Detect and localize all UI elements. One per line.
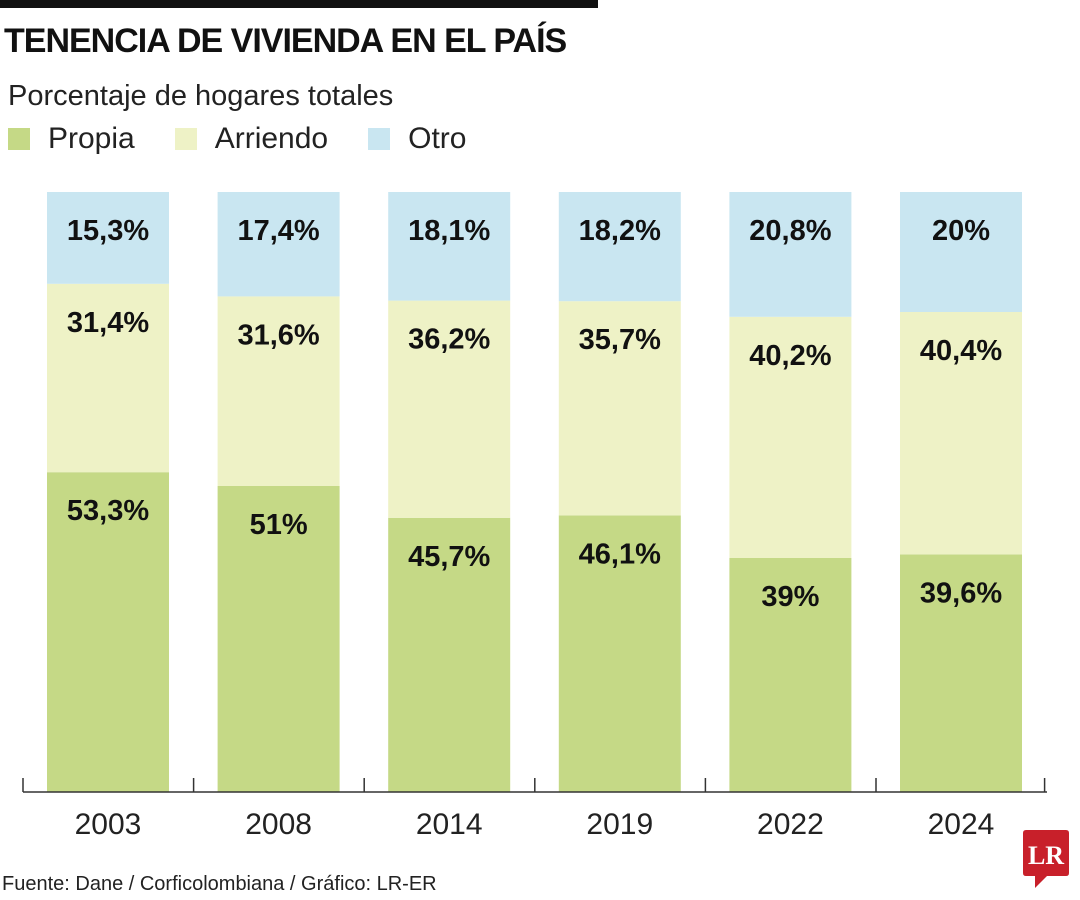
legend-swatch	[8, 128, 30, 150]
top-rule	[0, 0, 598, 8]
data-label: 17,4%	[237, 215, 319, 247]
stacked-bar-chart: 53,3% 31,4% 15,3% 2003 51% 31,6% 17,4% 2008 45,7…	[22, 192, 1047, 841]
data-label: 35,7%	[579, 324, 661, 356]
x-tick-label: 2003	[75, 808, 142, 841]
bar-segment-otro	[558, 192, 681, 302]
x-tick-label: 2014	[416, 808, 483, 841]
data-label: 53,3%	[67, 495, 149, 527]
chart-title: TENENCIA DE VIVIENDA EN EL PAÍS	[4, 22, 567, 60]
legend-label: Arriendo	[214, 122, 329, 155]
bar-segment-arriendo	[388, 300, 511, 518]
legend-swatch	[368, 128, 391, 150]
data-label: 20%	[932, 215, 990, 247]
chart-subtitle: Porcentaje de hogares totales	[8, 80, 394, 112]
data-label: 39,6%	[920, 577, 1002, 609]
x-tick-label: 2008	[245, 808, 312, 841]
data-label: 40,2%	[749, 340, 831, 372]
data-label: 51%	[250, 509, 308, 541]
x-tick-label: 2019	[586, 808, 653, 841]
bar-segment-propia	[558, 515, 681, 792]
x-tick-label: 2024	[928, 808, 995, 841]
legend-item-otro: Otro	[368, 122, 466, 156]
bar-segment-arriendo	[217, 296, 340, 486]
bar-segment-arriendo	[729, 316, 852, 558]
bar-segment-otro	[388, 192, 511, 301]
legend-item-arriendo: Arriendo	[174, 122, 329, 156]
bar-segment-propia	[388, 517, 511, 792]
bar-segment-arriendo	[47, 283, 169, 473]
data-label: 36,2%	[408, 324, 490, 356]
bar-segment-propia	[729, 558, 852, 792]
x-tick-label: 2022	[757, 808, 824, 841]
bar-segment-arriendo	[900, 312, 1022, 555]
legend: Propia Arriendo Otro	[8, 122, 506, 156]
bar-segment-otro	[729, 192, 852, 317]
data-label: 31,6%	[237, 319, 319, 351]
legend-item-propia: Propia	[8, 122, 135, 156]
bar-segment-arriendo	[558, 301, 681, 516]
data-label: 20,8%	[749, 215, 831, 247]
data-label: 15,3%	[67, 215, 149, 247]
legend-label: Propia	[48, 122, 135, 155]
data-label: 39%	[761, 581, 819, 613]
lr-logo: LR	[1023, 830, 1069, 888]
bar-segment-otro	[47, 192, 169, 284]
bar-segment-propia	[900, 554, 1022, 792]
data-label: 46,1%	[579, 538, 661, 570]
svg-text:LR: LR	[1028, 841, 1064, 870]
legend-label: Otro	[408, 122, 467, 155]
data-label: 40,4%	[920, 335, 1002, 367]
data-label: 18,1%	[408, 215, 490, 247]
bar-segment-otro	[217, 192, 340, 297]
source-note: Fuente: Dane / Corficolombiana / Gráfico…	[2, 873, 437, 895]
bar-segment-propia	[217, 486, 340, 792]
data-label: 31,4%	[67, 307, 149, 339]
data-label: 45,7%	[408, 541, 490, 573]
bar-segment-propia	[47, 472, 169, 792]
bar-segment-otro	[900, 192, 1022, 312]
data-label: 18,2%	[579, 215, 661, 247]
legend-swatch	[174, 128, 197, 150]
